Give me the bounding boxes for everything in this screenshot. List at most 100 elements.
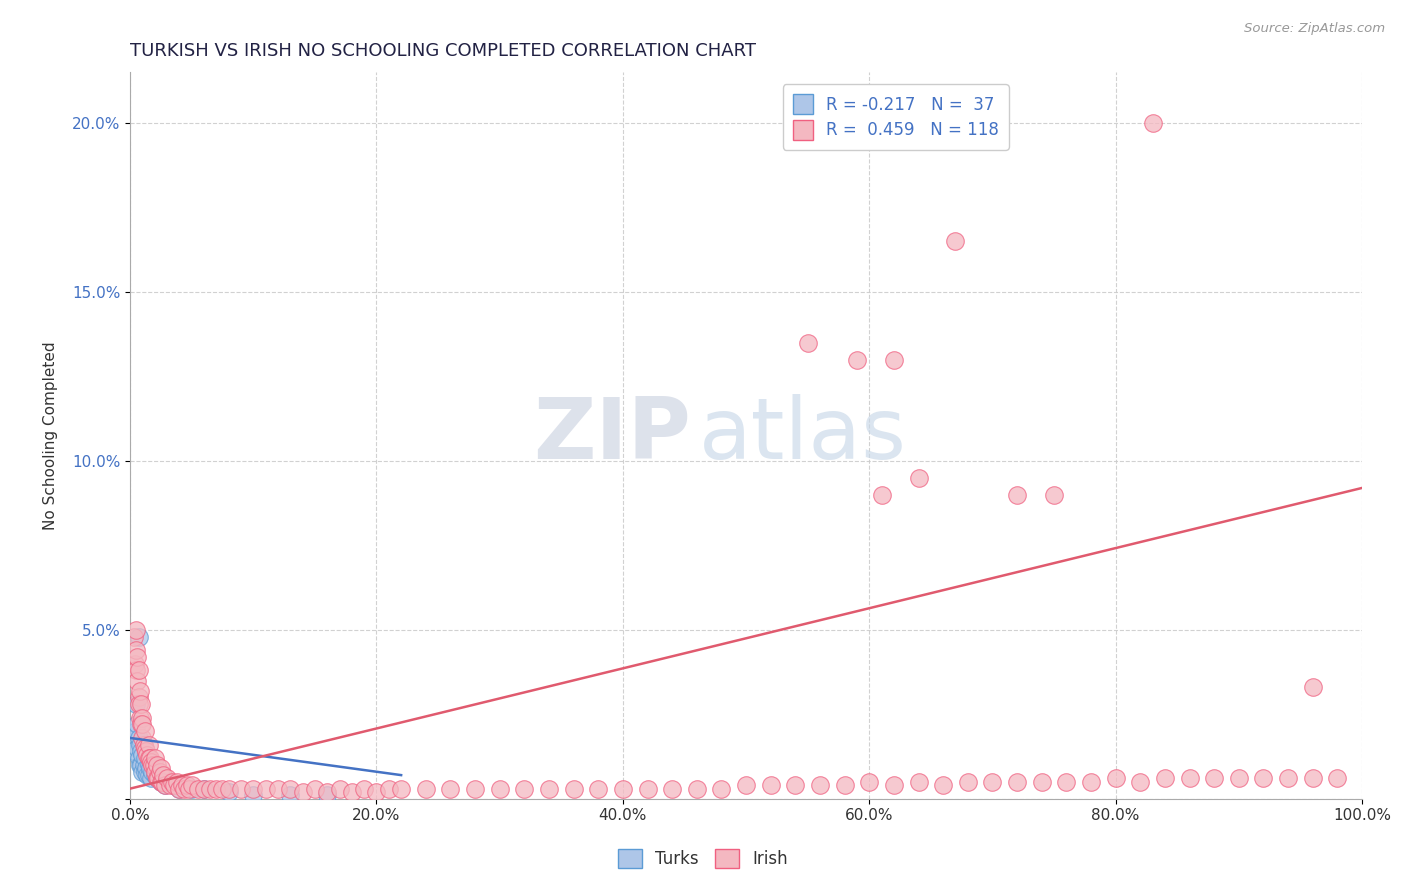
Point — [149, 761, 172, 775]
Point — [735, 778, 758, 792]
Point — [907, 775, 929, 789]
Point — [956, 775, 979, 789]
Point — [127, 717, 149, 731]
Point — [488, 781, 510, 796]
Point — [1142, 116, 1164, 130]
Point — [129, 744, 152, 758]
Point — [152, 768, 174, 782]
Point — [1302, 680, 1324, 694]
Point — [870, 488, 893, 502]
Point — [1178, 772, 1201, 786]
Point — [1031, 775, 1053, 789]
Point — [131, 764, 153, 779]
Point — [562, 781, 585, 796]
Point — [129, 717, 152, 731]
Point — [173, 781, 195, 796]
Point — [205, 781, 228, 796]
Point — [128, 751, 150, 765]
Point — [122, 744, 145, 758]
Point — [785, 778, 807, 792]
Point — [134, 724, 156, 739]
Point — [163, 778, 186, 792]
Point — [125, 664, 148, 678]
Point — [135, 761, 157, 775]
Y-axis label: No Schooling Completed: No Schooling Completed — [44, 342, 58, 530]
Point — [1129, 775, 1152, 789]
Point — [1043, 488, 1066, 502]
Point — [537, 781, 560, 796]
Point — [141, 758, 163, 772]
Point — [278, 781, 301, 796]
Point — [150, 775, 173, 789]
Point — [1054, 775, 1077, 789]
Point — [218, 781, 240, 796]
Point — [981, 775, 1004, 789]
Point — [1253, 772, 1275, 786]
Point — [131, 731, 153, 745]
Point — [170, 778, 193, 792]
Point — [143, 768, 166, 782]
Point — [710, 781, 733, 796]
Point — [218, 785, 240, 799]
Point — [267, 781, 290, 796]
Point — [125, 724, 148, 739]
Point — [661, 781, 683, 796]
Point — [134, 751, 156, 765]
Point — [149, 764, 172, 779]
Point — [138, 758, 160, 772]
Point — [136, 768, 159, 782]
Point — [143, 764, 166, 779]
Point — [128, 697, 150, 711]
Point — [134, 764, 156, 779]
Point — [127, 741, 149, 756]
Point — [131, 717, 153, 731]
Point — [464, 781, 486, 796]
Point — [513, 781, 536, 796]
Point — [612, 781, 634, 796]
Point — [129, 697, 152, 711]
Point — [1104, 772, 1126, 786]
Point — [149, 775, 172, 789]
Point — [304, 781, 326, 796]
Text: Source: ZipAtlas.com: Source: ZipAtlas.com — [1244, 22, 1385, 36]
Point — [156, 775, 179, 789]
Point — [132, 758, 155, 772]
Point — [125, 643, 148, 657]
Point — [378, 781, 401, 796]
Point — [124, 731, 146, 745]
Point — [124, 657, 146, 671]
Text: ZIP: ZIP — [533, 394, 690, 477]
Point — [316, 785, 339, 799]
Point — [162, 778, 184, 792]
Point — [1277, 772, 1299, 786]
Legend: Turks, Irish: Turks, Irish — [612, 842, 794, 875]
Text: atlas: atlas — [699, 394, 907, 477]
Point — [143, 751, 166, 765]
Point — [1005, 775, 1028, 789]
Point — [242, 781, 264, 796]
Point — [131, 711, 153, 725]
Point — [128, 630, 150, 644]
Point — [138, 738, 160, 752]
Point — [129, 758, 152, 772]
Point — [166, 775, 188, 789]
Point — [138, 768, 160, 782]
Point — [169, 781, 191, 796]
Point — [932, 778, 955, 792]
Point — [128, 731, 150, 745]
Point — [128, 690, 150, 705]
Point — [138, 751, 160, 765]
Point — [134, 741, 156, 756]
Point — [139, 772, 162, 786]
Point — [945, 235, 967, 249]
Point — [389, 781, 412, 796]
Point — [180, 778, 202, 792]
Point — [883, 778, 905, 792]
Point — [242, 789, 264, 803]
Point — [845, 352, 868, 367]
Point — [127, 673, 149, 688]
Point — [366, 785, 388, 799]
Point — [229, 781, 252, 796]
Point — [198, 781, 221, 796]
Point — [759, 778, 782, 792]
